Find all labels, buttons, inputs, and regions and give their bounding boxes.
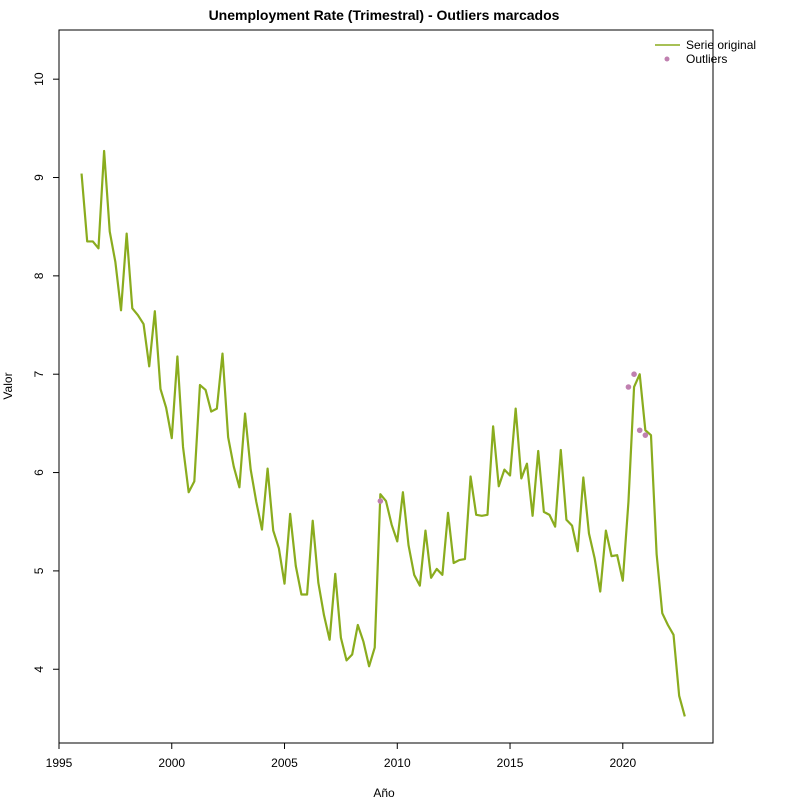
y-axis: 4 5 6 7 8 9 10	[32, 72, 59, 673]
x-tick-label: 2000	[158, 756, 185, 770]
y-tick-label: 4	[32, 666, 46, 673]
chart-title: Unemployment Rate (Trimestral) - Outlier…	[209, 7, 560, 23]
y-tick-label: 10	[32, 72, 46, 86]
outlier-point	[377, 498, 384, 504]
legend: Serie original Outliers	[655, 38, 756, 66]
x-tick-label: 2010	[384, 756, 411, 770]
y-tick-label: 7	[32, 371, 46, 378]
y-tick-label: 6	[32, 469, 46, 476]
y-axis-label: Valor	[1, 372, 15, 399]
y-tick-label: 8	[32, 272, 46, 279]
x-tick-label: 1995	[46, 756, 73, 770]
outlier-layer	[377, 371, 649, 504]
legend-label-series: Serie original	[686, 38, 756, 52]
x-tick-label: 2020	[609, 756, 636, 770]
outlier-point	[625, 384, 632, 390]
y-tick-label: 9	[32, 174, 46, 181]
outlier-point	[631, 371, 637, 378]
legend-label-outliers: Outliers	[686, 52, 727, 66]
outlier-point	[636, 427, 643, 434]
x-axis-label: Año	[373, 786, 395, 800]
series-layer	[80, 149, 686, 717]
series-line	[80, 149, 686, 717]
x-tick-label: 2015	[497, 756, 524, 770]
plot-frame	[58, 29, 714, 744]
legend-point-swatch	[664, 56, 670, 62]
outlier-point	[642, 432, 649, 438]
x-axis: 1995 2000 2005 2010 2015 2020	[46, 743, 636, 770]
x-tick-label: 2005	[271, 756, 298, 770]
y-tick-label: 5	[32, 567, 46, 574]
